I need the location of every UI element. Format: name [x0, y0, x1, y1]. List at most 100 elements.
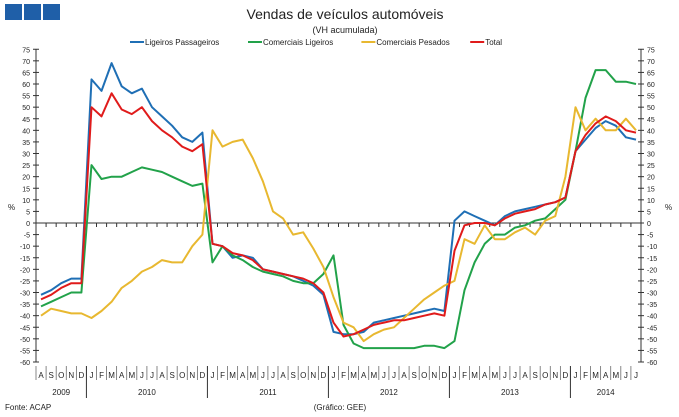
- month-label: O: [179, 371, 185, 380]
- month-label: M: [128, 371, 135, 380]
- y-tick-label: 20: [647, 175, 655, 182]
- y-tick-label: 30: [647, 152, 655, 159]
- month-label: F: [341, 371, 346, 380]
- y-tick-label: 40: [22, 128, 30, 135]
- month-label: A: [38, 371, 44, 380]
- y-tick-label: 55: [647, 94, 655, 101]
- month-label: J: [150, 371, 154, 380]
- y-tick-label: -60: [647, 360, 657, 367]
- month-label: M: [592, 371, 599, 380]
- legend: Ligeiros Passageiros Comerciais Ligeiros C…: [130, 38, 502, 47]
- y-tick-label: 10: [22, 198, 30, 205]
- y-tick-label: -50: [647, 337, 657, 344]
- y-tick-label: 45: [22, 117, 30, 124]
- y-tick-label: -25: [647, 279, 657, 286]
- legend-label: Comerciais Ligeiros: [263, 38, 333, 47]
- y-tick-label: 15: [647, 186, 655, 193]
- month-label: J: [210, 371, 214, 380]
- y-tick-label: -50: [20, 337, 30, 344]
- logo-square: [5, 4, 22, 20]
- month-label: O: [421, 371, 427, 380]
- month-label: S: [48, 371, 53, 380]
- source-note: Fonte: ACAP: [5, 403, 51, 412]
- y-tick-label: -5: [647, 233, 653, 240]
- month-label: J: [624, 371, 628, 380]
- month-label: J: [382, 371, 386, 380]
- month-label: A: [522, 371, 528, 380]
- month-label: M: [370, 371, 377, 380]
- month-label: N: [552, 371, 558, 380]
- y-tick-label: 60: [647, 82, 655, 89]
- axes: -60 -60-55 -55-50 -50-45 -45-40 -40-35 -35-30-…: [8, 47, 672, 398]
- year-label: 2013: [501, 388, 519, 397]
- y-tick-label: -40: [647, 314, 657, 321]
- y-tick-label: 35: [647, 140, 655, 147]
- y-tick-label: 0: [26, 221, 30, 228]
- month-label: S: [411, 371, 416, 380]
- month-label: J: [634, 371, 638, 380]
- month-label: D: [199, 371, 205, 380]
- y-tick-label: 25: [647, 163, 655, 170]
- y-tick-label: 60: [22, 82, 30, 89]
- month-label: S: [169, 371, 174, 380]
- y-tick-label: -45: [647, 325, 657, 332]
- month-label: D: [78, 371, 84, 380]
- month-label: M: [491, 371, 498, 380]
- month-label: F: [220, 371, 225, 380]
- y-tick-label: 15: [22, 186, 30, 193]
- y-tick-label: -25: [20, 279, 30, 286]
- y-tick-label: 50: [22, 105, 30, 112]
- y-tick-label: 5: [647, 209, 651, 216]
- month-label: M: [249, 371, 256, 380]
- y-tick-label: 40: [647, 128, 655, 135]
- y-tick-label: -10: [20, 244, 30, 251]
- credit-note: (Gráfico: GEE): [314, 403, 367, 412]
- chart-subtitle: (VH acumulada): [312, 25, 377, 35]
- y-tick-label: -5: [24, 233, 30, 240]
- month-label: N: [310, 371, 316, 380]
- year-label: 2011: [259, 388, 277, 397]
- month-label: M: [229, 371, 236, 380]
- month-label: S: [532, 371, 537, 380]
- year-label: 2014: [597, 388, 615, 397]
- series-lines: [40, 62, 637, 350]
- y-tick-label: 70: [647, 59, 655, 66]
- y-tick-label: -20: [20, 267, 30, 274]
- y-tick-label: -15: [647, 256, 657, 263]
- month-label: A: [159, 371, 165, 380]
- y-tick-label: 0: [647, 221, 651, 228]
- month-label: D: [441, 371, 447, 380]
- month-label: M: [350, 371, 357, 380]
- series-line-ligeiros-passageiros: [40, 62, 637, 336]
- month-label: D: [320, 371, 326, 380]
- y-tick-label: -35: [20, 302, 30, 309]
- month-label: F: [583, 371, 588, 380]
- y-tick-label: 20: [22, 175, 30, 182]
- month-label: A: [361, 371, 367, 380]
- month-label: A: [603, 371, 609, 380]
- y-tick-label: -45: [20, 325, 30, 332]
- series-line-comerciais-pesados: [40, 106, 637, 343]
- y-tick-label: -20: [647, 267, 657, 274]
- y-tick-label: 45: [647, 117, 655, 124]
- month-label: M: [612, 371, 619, 380]
- y-tick-label: -60: [20, 360, 30, 367]
- month-label: N: [189, 371, 195, 380]
- month-label: J: [573, 371, 577, 380]
- y-tick-label: 75: [647, 47, 655, 54]
- y-tick-label: 70: [22, 59, 30, 66]
- series-line-comerciais-ligeiros: [40, 69, 637, 350]
- y-tick-label: 30: [22, 152, 30, 159]
- year-label: 2012: [380, 388, 398, 397]
- month-label: J: [140, 371, 144, 380]
- month-label: O: [58, 371, 64, 380]
- y-tick-label: -40: [20, 314, 30, 321]
- y-tick-label: -55: [20, 348, 30, 355]
- legend-label: Total: [485, 38, 502, 47]
- series-line-total: [40, 92, 637, 338]
- y-axis-label: %: [665, 203, 672, 212]
- y-tick-label: -10: [647, 244, 657, 251]
- chart-title: Vendas de veículos automóveis: [247, 6, 444, 22]
- month-label: A: [401, 371, 407, 380]
- y-tick-label: -55: [647, 348, 657, 355]
